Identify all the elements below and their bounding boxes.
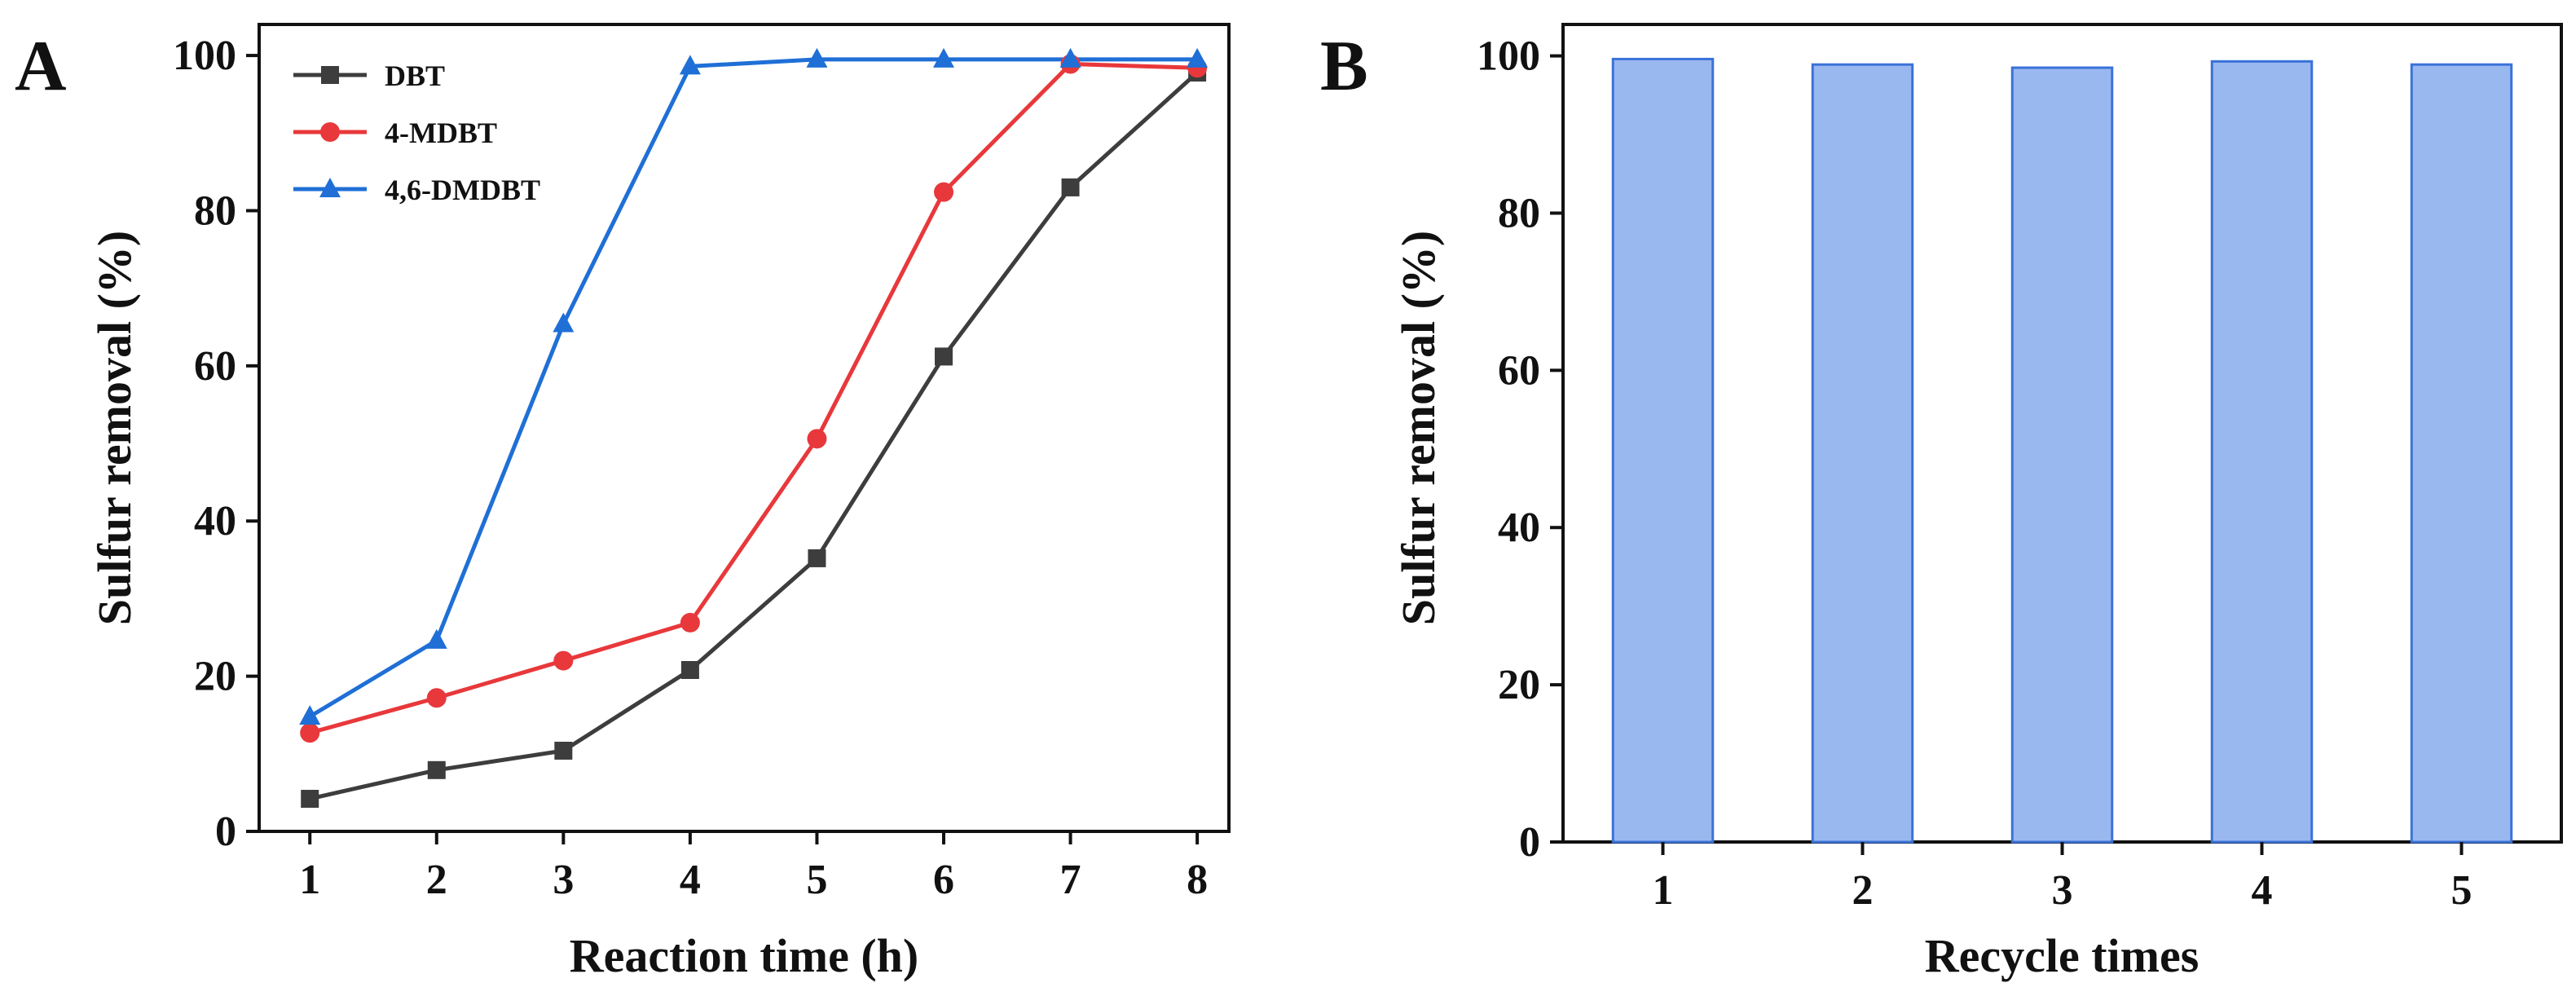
panel-a-data-point-1 — [680, 612, 700, 633]
panel-a-data-point-1 — [426, 688, 447, 708]
panel-b-y-tick-label: 0 — [1519, 819, 1540, 866]
panel-a-x-tick-label: 6 — [933, 857, 954, 903]
panel-a-series-line-2 — [308, 57, 1198, 719]
panel-a-y-tick-label: 20 — [194, 654, 236, 700]
panel-b-y-tick-label: 80 — [1498, 190, 1540, 236]
panel-a-data-point-2 — [933, 47, 954, 68]
panel-a-x-tick-label: 7 — [1060, 857, 1081, 903]
panel-b-x-axis-label: Recycle times — [1925, 929, 2200, 982]
panel-a-data-point-2 — [425, 628, 447, 649]
panel-a-y-tick-label: 100 — [173, 33, 236, 79]
panel-b-x-tick-label: 3 — [2052, 867, 2073, 914]
panel-a-data-point-0 — [680, 661, 699, 679]
legend-label-2: 4,6-DMDBT — [385, 174, 540, 206]
panel-b-x-tick-label: 1 — [1653, 867, 1674, 914]
panel-a-y-tick-label: 80 — [194, 187, 236, 234]
panel-a-data-point-1 — [807, 429, 827, 449]
panel-b-ticks: 0 20 40 60 80 100 1 2 3 4 5 — [1477, 33, 2473, 914]
panel-b-bars — [1611, 57, 2513, 844]
panel-a-data-point-0 — [808, 549, 826, 567]
panel-b-bar — [2210, 60, 2314, 844]
panel-a-line-chart: A 0 20 40 60 80 100 1 2 3 4 5 6 7 8 DBT 4-MDBT 4,6-DMDB… — [15, 23, 1231, 982]
panel-b-bar — [2410, 63, 2513, 844]
panel-b-bar — [1811, 63, 1914, 844]
panel-a-x-tick-label: 5 — [806, 857, 827, 903]
legend-label-1: 4-MDBT — [385, 117, 497, 149]
legend-marker-2 — [319, 178, 341, 197]
panel-a-series-line-0 — [309, 71, 1199, 801]
panel-a-y-tick-label: 60 — [194, 343, 236, 390]
panel-b-y-tick-label: 60 — [1498, 347, 1540, 394]
panel-a-series-markers — [299, 47, 1209, 809]
legend-marker-1 — [320, 122, 340, 142]
panel-a-x-tick-label: 4 — [680, 857, 701, 903]
panel-a-data-point-1 — [934, 182, 953, 202]
panel-a-ticks: 0 20 40 60 80 100 1 2 3 4 5 6 7 8 — [173, 33, 1208, 903]
panel-a-data-point-2 — [1059, 47, 1081, 68]
legend-marker-0 — [321, 66, 339, 84]
panel-a-series-line-1 — [309, 62, 1198, 735]
panel-a-series-lines — [308, 57, 1199, 801]
panel-b-bar-chart: B 0 20 40 60 80 100 1 2 3 4 5 Recycle times Sulfur… — [1320, 23, 2563, 982]
panel-a-data-point-0 — [1061, 178, 1080, 196]
panel-b-y-tick-label: 100 — [1477, 33, 1540, 80]
panel-a-data-point-2 — [553, 312, 575, 333]
panel-a-x-tick-label: 8 — [1187, 857, 1208, 903]
panel-b-x-tick-label: 2 — [1852, 867, 1874, 914]
panel-a-x-tick-label: 2 — [426, 857, 447, 903]
panel-a-y-tick-label: 0 — [215, 809, 236, 855]
panel-a-y-axis-label: Sulfur removal (%) — [88, 231, 141, 625]
panel-a-data-point-0 — [935, 347, 953, 366]
panel-a-letter: A — [15, 27, 67, 106]
panel-a-data-point-2 — [679, 55, 701, 75]
panel-a-x-tick-label: 3 — [553, 857, 574, 903]
panel-b-x-tick-label: 4 — [2252, 867, 2273, 914]
panel-b-y-axis-label: Sulfur removal (%) — [1392, 231, 1445, 625]
panel-b-y-tick-label: 40 — [1498, 505, 1540, 551]
panel-a-y-tick-label: 40 — [194, 498, 236, 544]
panel-a-data-point-2 — [806, 47, 828, 68]
panel-a-data-point-0 — [554, 742, 573, 760]
panel-a-x-axis-label: Reaction time (h) — [570, 929, 918, 982]
panel-b-bar — [2010, 66, 2114, 844]
panel-a-data-point-1 — [300, 723, 320, 743]
panel-a-x-tick-label: 1 — [299, 857, 320, 903]
panel-b-x-tick-label: 5 — [2451, 867, 2473, 914]
panel-b-letter: B — [1320, 27, 1368, 106]
panel-a-data-point-2 — [299, 705, 321, 725]
panel-a-data-point-0 — [301, 790, 319, 809]
panel-a-data-point-0 — [427, 760, 446, 779]
panel-a-legend: DBT 4-MDBT 4,6-DMDBT — [293, 60, 540, 206]
panel-a-data-point-2 — [1187, 47, 1209, 68]
legend-label-0: DBT — [385, 60, 445, 92]
panel-a-data-point-1 — [553, 650, 574, 671]
panel-a-plot-frame — [258, 23, 1231, 833]
panel-b-bar — [1611, 57, 1715, 844]
panel-b-y-tick-label: 20 — [1498, 662, 1540, 708]
